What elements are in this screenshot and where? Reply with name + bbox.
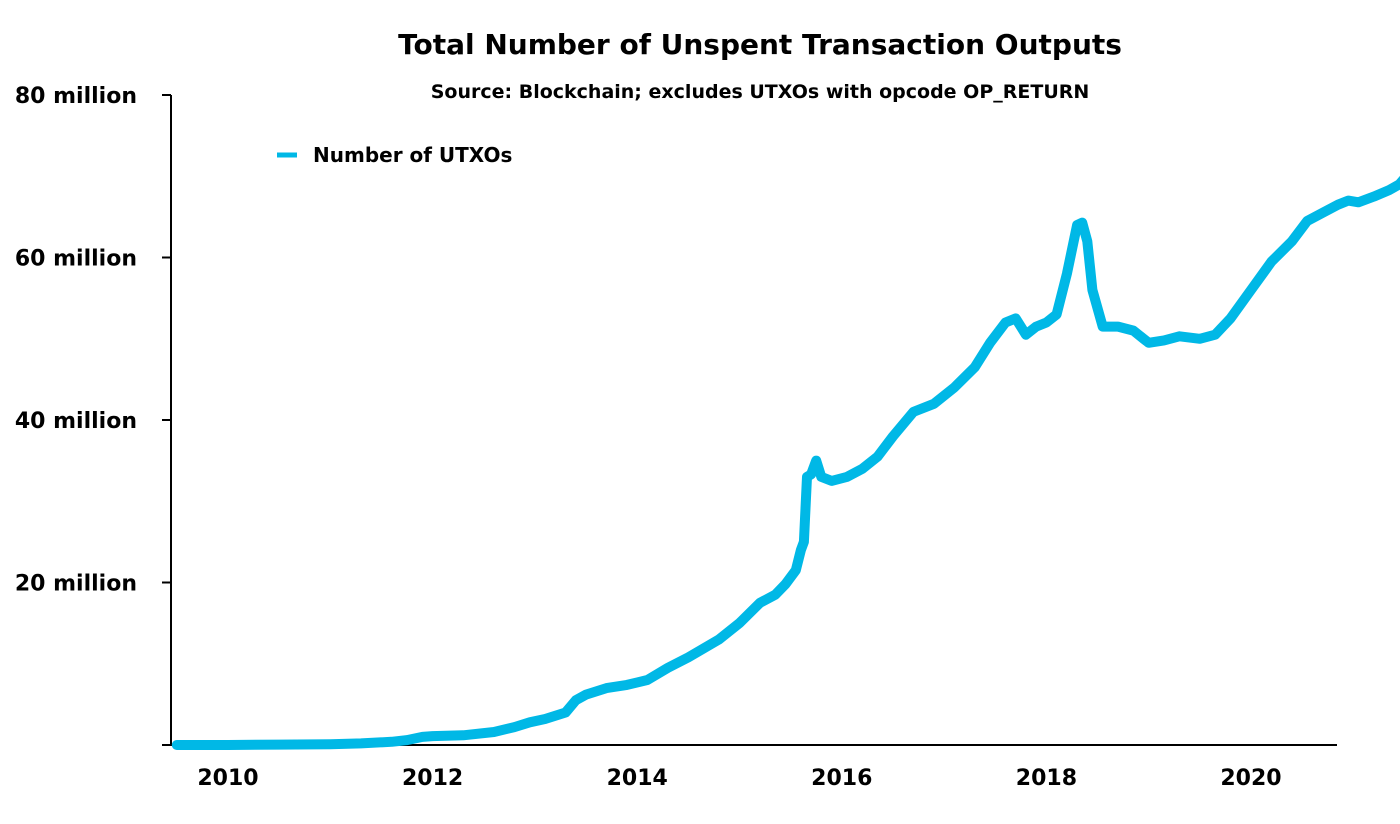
x-tick-label: 2020	[1220, 766, 1281, 791]
x-tick-label: 2016	[811, 766, 872, 791]
x-tick-label: 2018	[1016, 766, 1077, 791]
legend: Number of UTXOs	[277, 143, 512, 167]
y-tick-label: 60 million	[15, 247, 137, 272]
y-axis: 20 million 40 million 60 million 80 million	[15, 84, 172, 746]
x-axis: 2010 2012 2014 2016 2018 2020	[162, 744, 1337, 791]
legend-label-number-of-utxos: Number of UTXOs	[313, 143, 512, 167]
series-line-number-of-utxos	[171, 175, 1400, 750]
y-tick-label: 80 million	[15, 84, 137, 109]
x-tick-label: 2010	[197, 766, 258, 791]
y-tick-label: 40 million	[15, 409, 137, 434]
x-tick-label: 2014	[607, 766, 668, 791]
chart-subtitle: Source: Blockchain; excludes UTXOs with …	[431, 81, 1090, 103]
x-tick-label: 2012	[402, 766, 463, 791]
series-group	[171, 175, 1400, 750]
y-tick-label: 20 million	[15, 572, 137, 597]
chart-title: Total Number of Unspent Transaction Outp…	[398, 28, 1122, 61]
